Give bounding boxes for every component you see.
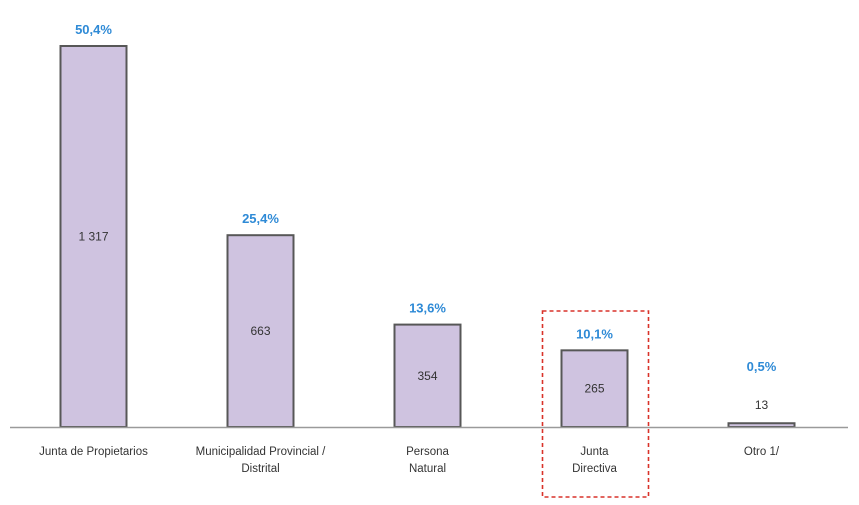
category-tick-label: Directiva xyxy=(572,463,617,475)
bar xyxy=(59,45,128,428)
category-tick-label: Otro 1/ xyxy=(744,446,780,458)
bars-layer xyxy=(59,45,796,428)
bar-percent-label: 25,4% xyxy=(242,211,279,226)
labels-layer: 1 317 50,4% Junta de Propietarios 663 25,4% M… xyxy=(39,22,780,498)
category-tick-label: Junta de Propietarios xyxy=(39,446,148,458)
category-tick-label: Persona xyxy=(406,446,449,458)
bar-value-label: 1 317 xyxy=(78,230,108,244)
bar-percent-label: 0,5% xyxy=(747,359,777,374)
bar xyxy=(727,422,796,428)
category-tick-label: Distrital xyxy=(241,463,279,475)
bar-percent-label: 13,6% xyxy=(409,301,446,316)
category-tick-label: Municipalidad Provincial / xyxy=(196,446,327,458)
bar-value-label: 354 xyxy=(417,369,437,383)
bar-value-label: 13 xyxy=(755,398,769,412)
bar-percent-label: 10,1% xyxy=(576,326,613,341)
bar-percent-label: 50,4% xyxy=(75,22,112,37)
category-tick-label: Natural xyxy=(409,463,446,475)
bar xyxy=(560,349,629,428)
category-tick-label: Junta xyxy=(580,446,609,458)
bar xyxy=(226,234,295,428)
bar-value-label: 265 xyxy=(584,382,604,396)
bar-value-label: 663 xyxy=(250,324,270,338)
highlight-box xyxy=(541,310,650,498)
